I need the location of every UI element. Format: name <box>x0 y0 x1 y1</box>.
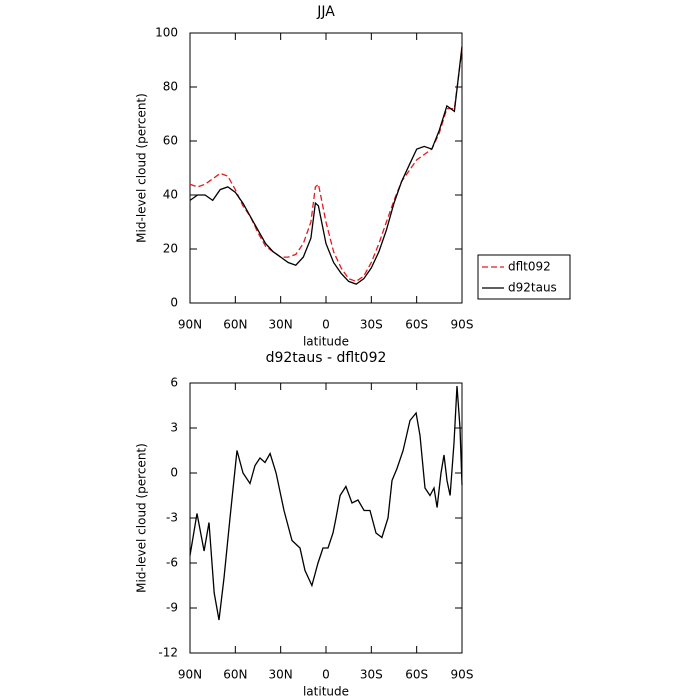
x-tick-label: 90S <box>451 318 474 332</box>
chart-title: d92taus - dflt092 <box>266 350 387 366</box>
legend-label: dflt092 <box>508 260 551 274</box>
x-tick-label: 30S <box>360 318 383 332</box>
y-tick-label: -6 <box>166 556 178 570</box>
plot-frame <box>189 32 463 304</box>
x-tick-label: 30N <box>269 668 293 682</box>
x-tick-label: 60S <box>405 668 428 682</box>
y-tick-label: 20 <box>163 242 178 256</box>
y-tick-label: 6 <box>170 376 178 390</box>
x-tick-label: 30S <box>360 668 383 682</box>
x-tick-label: 90N <box>178 318 202 332</box>
data-line <box>189 49 463 283</box>
y-tick-label: 60 <box>163 134 178 148</box>
plot-frame <box>189 382 463 654</box>
x-tick-label: 60S <box>405 318 428 332</box>
y-axis-label: Mid-level cloud (percent) <box>135 443 149 593</box>
x-tick-label: 90S <box>451 668 474 682</box>
x-tick-label: 60N <box>223 668 247 682</box>
x-tick-label: 60N <box>223 318 247 332</box>
y-tick-label: -9 <box>166 601 178 615</box>
y-tick-label: 3 <box>170 421 178 435</box>
x-axis-label: latitude <box>303 685 349 699</box>
data-line <box>189 385 463 621</box>
y-tick-label: -12 <box>158 646 178 660</box>
legend-label: d92taus <box>508 281 557 295</box>
y-axis-label: Mid-level cloud (percent) <box>135 93 149 243</box>
x-axis-label: latitude <box>303 335 349 349</box>
y-tick-label: 100 <box>155 26 178 40</box>
x-tick-label: 30N <box>269 318 293 332</box>
y-tick-label: -3 <box>166 511 178 525</box>
y-tick-label: 40 <box>163 188 178 202</box>
y-tick-label: 0 <box>170 466 178 480</box>
legend-box <box>477 254 571 300</box>
x-tick-label: 90N <box>178 668 202 682</box>
chart-title: JJA <box>316 4 335 20</box>
x-tick-label: 0 <box>322 318 330 332</box>
y-tick-label: 80 <box>163 80 178 94</box>
data-line <box>189 46 463 285</box>
x-tick-label: 0 <box>322 668 330 682</box>
y-tick-label: 0 <box>170 296 178 310</box>
